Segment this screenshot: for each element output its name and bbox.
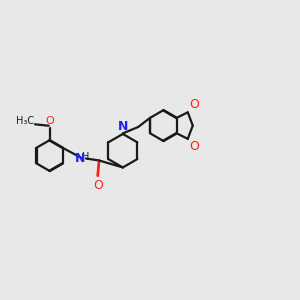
Text: O: O [189,140,199,153]
Text: N: N [118,120,128,133]
Text: N: N [75,152,85,165]
Text: O: O [93,179,103,192]
Text: H₃C: H₃C [16,116,34,126]
Text: O: O [45,116,54,126]
Text: O: O [189,98,199,111]
Text: H: H [82,152,90,162]
